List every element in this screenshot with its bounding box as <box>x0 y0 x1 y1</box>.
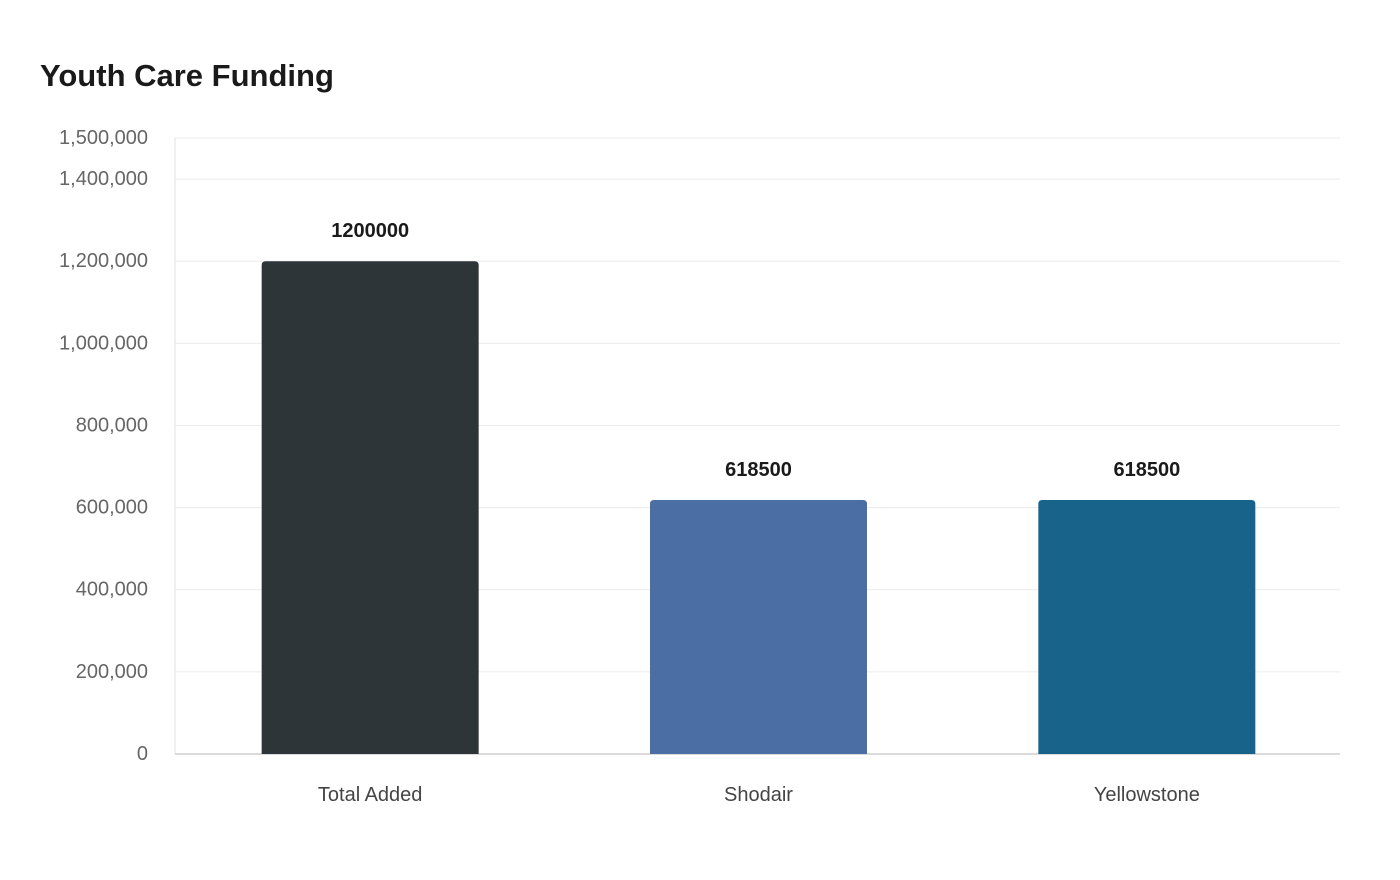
y-tick-label: 800,000 <box>76 414 148 436</box>
x-tick-label: Shodair <box>724 784 793 806</box>
data-label: 1200000 <box>331 220 409 242</box>
data-label: 618500 <box>725 459 792 481</box>
y-tick-label: 1,200,000 <box>59 250 148 272</box>
bar-total-added[interactable] <box>261 261 479 754</box>
y-tick-label: 1,500,000 <box>59 127 148 149</box>
chart-title: Youth Care Funding <box>40 58 334 93</box>
y-axis-ticks: 0 200,000 400,000 600,000 800,000 1,000,000 1,… <box>59 127 148 765</box>
bar-shodair[interactable] <box>650 500 867 754</box>
y-tick-label: 1,000,000 <box>59 332 148 354</box>
y-tick-label: 0 <box>137 743 148 765</box>
y-tick-label: 600,000 <box>76 497 148 519</box>
y-tick-label: 200,000 <box>76 661 148 683</box>
category-labels: Total Added Shodair Yellowstone <box>318 784 1200 806</box>
value-labels: 1200000 618500 618500 <box>331 220 1180 481</box>
bars <box>261 261 1256 754</box>
x-tick-label: Total Added <box>318 784 423 806</box>
y-tick-label: 1,400,000 <box>59 168 148 190</box>
bar-yellowstone[interactable] <box>1038 500 1256 754</box>
x-tick-label: Yellowstone <box>1094 784 1200 806</box>
data-label: 618500 <box>1113 459 1180 481</box>
y-tick-label: 400,000 <box>76 579 148 601</box>
